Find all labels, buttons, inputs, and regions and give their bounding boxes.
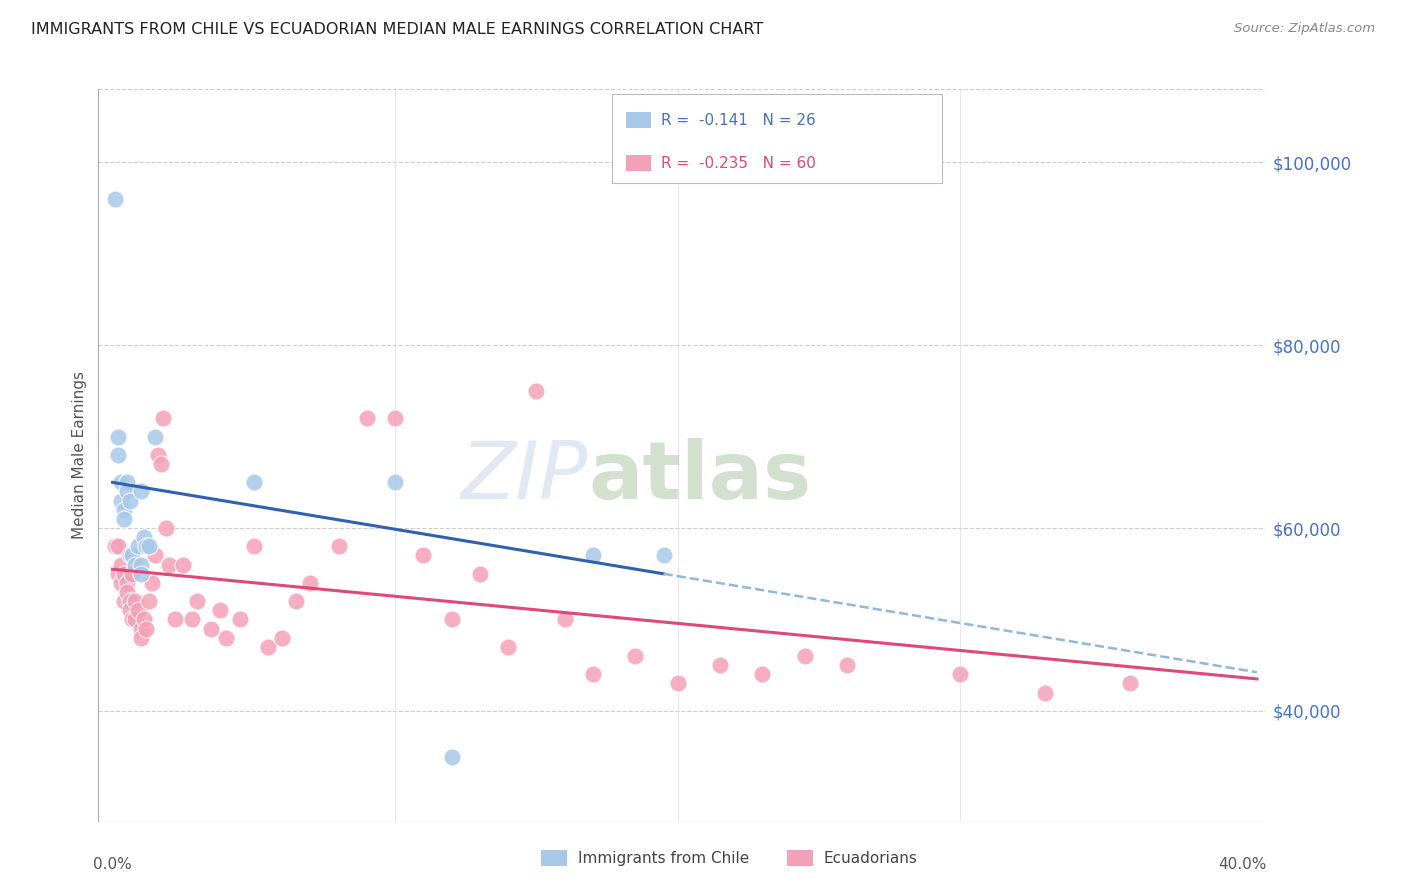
- Text: Immigrants from Chile: Immigrants from Chile: [578, 851, 749, 865]
- Point: [110, 558, 132, 572]
- Point: [163, 612, 186, 626]
- Point: [104, 539, 127, 553]
- Point: [124, 594, 146, 608]
- Point: [709, 658, 731, 673]
- Point: [652, 549, 675, 563]
- Point: [112, 594, 135, 608]
- Text: R =  -0.141   N = 26: R = -0.141 N = 26: [661, 113, 815, 128]
- Point: [135, 622, 157, 636]
- Point: [121, 612, 143, 626]
- Point: [143, 429, 166, 443]
- Point: [127, 539, 149, 553]
- Point: [200, 622, 222, 636]
- Point: [440, 749, 463, 764]
- Point: [257, 640, 280, 654]
- Point: [243, 539, 266, 553]
- Point: [412, 549, 434, 563]
- Point: [149, 457, 172, 471]
- Point: [271, 631, 294, 645]
- Point: [172, 558, 194, 572]
- Point: [115, 475, 138, 490]
- Point: [582, 667, 605, 681]
- Point: [107, 539, 129, 553]
- Point: [115, 576, 138, 591]
- Point: [110, 475, 132, 490]
- Point: [384, 411, 406, 425]
- Point: [1033, 685, 1056, 699]
- Point: [110, 576, 132, 591]
- Point: [496, 640, 519, 654]
- Point: [110, 493, 132, 508]
- Point: [112, 502, 135, 516]
- Point: [112, 512, 135, 526]
- Point: [129, 566, 152, 581]
- Text: ZIP: ZIP: [461, 438, 589, 516]
- Point: [118, 594, 141, 608]
- Point: [624, 649, 647, 664]
- Point: [228, 612, 250, 626]
- Point: [138, 539, 160, 553]
- Point: [285, 594, 308, 608]
- Point: [152, 411, 174, 425]
- Point: [1119, 676, 1142, 690]
- Point: [107, 429, 129, 443]
- Point: [356, 411, 378, 425]
- Point: [146, 448, 169, 462]
- Point: [180, 612, 202, 626]
- Point: [157, 558, 180, 572]
- Point: [107, 566, 129, 581]
- Point: [440, 612, 463, 626]
- Point: [129, 622, 152, 636]
- Point: [214, 631, 236, 645]
- Point: [155, 521, 177, 535]
- Text: 40.0%: 40.0%: [1219, 857, 1267, 872]
- Point: [143, 549, 166, 563]
- Point: [468, 566, 491, 581]
- Point: [299, 576, 322, 591]
- Text: R =  -0.235   N = 60: R = -0.235 N = 60: [661, 156, 815, 170]
- Point: [118, 549, 141, 563]
- Point: [793, 649, 815, 664]
- Point: [554, 612, 576, 626]
- Point: [837, 658, 859, 673]
- Point: [129, 558, 152, 572]
- Point: [138, 594, 160, 608]
- Y-axis label: Median Male Earnings: Median Male Earnings: [72, 371, 87, 539]
- Point: [208, 603, 231, 617]
- Point: [384, 475, 406, 490]
- Point: [135, 539, 157, 553]
- Point: [129, 631, 152, 645]
- Point: [132, 530, 155, 544]
- Point: [121, 566, 143, 581]
- Point: [124, 612, 146, 626]
- Point: [107, 448, 129, 462]
- Point: [582, 549, 605, 563]
- Point: [751, 667, 773, 681]
- Point: [112, 566, 135, 581]
- Text: 0.0%: 0.0%: [93, 857, 132, 872]
- Point: [115, 585, 138, 599]
- Text: atlas: atlas: [589, 438, 811, 516]
- Point: [115, 484, 138, 499]
- Text: IMMIGRANTS FROM CHILE VS ECUADORIAN MEDIAN MALE EARNINGS CORRELATION CHART: IMMIGRANTS FROM CHILE VS ECUADORIAN MEDI…: [31, 22, 763, 37]
- Point: [118, 603, 141, 617]
- Point: [186, 594, 208, 608]
- Text: Ecuadorians: Ecuadorians: [824, 851, 918, 865]
- Point: [132, 612, 155, 626]
- Text: Source: ZipAtlas.com: Source: ZipAtlas.com: [1234, 22, 1375, 36]
- Point: [121, 549, 143, 563]
- Point: [949, 667, 972, 681]
- Point: [124, 558, 146, 572]
- Point: [118, 493, 141, 508]
- Point: [243, 475, 266, 490]
- Point: [666, 676, 689, 690]
- Point: [104, 192, 127, 206]
- Point: [526, 384, 548, 398]
- Point: [127, 603, 149, 617]
- Point: [129, 484, 152, 499]
- Point: [141, 576, 163, 591]
- Point: [328, 539, 350, 553]
